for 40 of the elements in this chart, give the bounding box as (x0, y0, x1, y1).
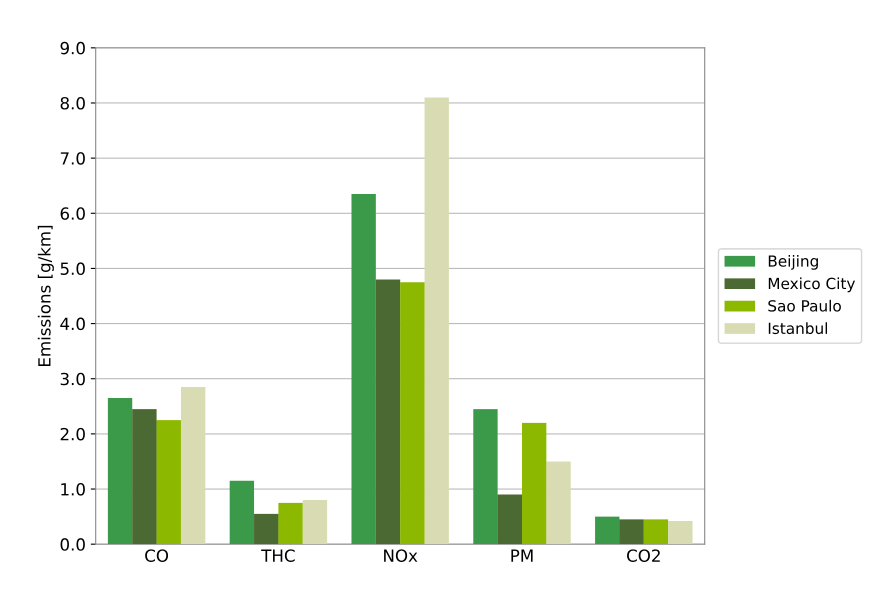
y-tick-label: 0.0 (60, 538, 85, 551)
y-tick-label: 6.0 (60, 207, 85, 220)
bar (132, 409, 157, 544)
bar (302, 500, 328, 544)
bar (108, 398, 132, 544)
bar (254, 514, 278, 544)
legend-label: Sao Paulo (768, 300, 841, 312)
legend-label: Istanbul (768, 322, 828, 334)
bar (180, 387, 206, 544)
bar (473, 409, 498, 544)
y-tick-label: 1.0 (61, 482, 85, 496)
y-tick-label: 3.0 (60, 372, 85, 386)
bar (668, 521, 693, 544)
y-tick-label: 9.0 (60, 42, 85, 54)
y-tick-label: 5.0 (60, 262, 85, 276)
y-tick-label: 4.0 (60, 318, 85, 330)
legend-label: Beijing (768, 254, 818, 270)
bar (522, 422, 546, 544)
bar (400, 282, 425, 544)
x-tick-label: THC (261, 549, 295, 562)
y-tick-label: 8.0 (60, 96, 85, 110)
bar (156, 420, 181, 544)
bar (230, 480, 254, 544)
bar (424, 97, 449, 544)
y-axis-title: Emissions [g/km] (38, 226, 54, 366)
bar (546, 461, 571, 544)
bar (619, 519, 644, 544)
bar (278, 502, 303, 544)
bar (351, 194, 376, 544)
bar (498, 494, 522, 544)
x-tick-label: PM (511, 550, 533, 562)
y-tick-label: 2.0 (60, 428, 85, 440)
x-tick-label: CO2 (627, 549, 660, 562)
bar (644, 519, 668, 544)
bar (595, 516, 620, 544)
x-tick-label: CO (145, 549, 168, 562)
y-tick-label: 7.0 (60, 152, 85, 165)
legend-label: Mexico City (768, 277, 856, 292)
x-tick-label: NOx (384, 549, 418, 562)
bar (376, 279, 400, 544)
